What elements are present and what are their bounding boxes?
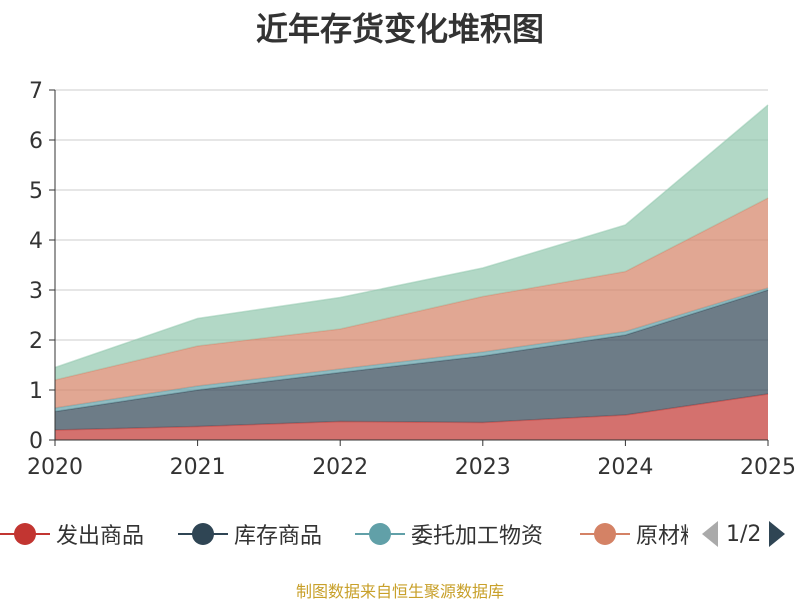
- y-tick-label: 2: [29, 329, 43, 354]
- legend-label: 原材料: [636, 524, 688, 549]
- legend-item[interactable]: 库存商品: [178, 512, 322, 556]
- legend-page-indicator: 1/2: [726, 521, 762, 547]
- legend-next-page-icon[interactable]: [767, 519, 787, 549]
- legend-marker-icon: [178, 523, 228, 545]
- legend-items: 发出商品 库存商品 委托加工物资 原材料: [0, 512, 688, 556]
- area-series-4: [55, 105, 768, 380]
- y-tick-label: 3: [29, 279, 43, 304]
- x-tick-label: 2021: [170, 455, 226, 480]
- area-series-1: [55, 290, 768, 430]
- legend-marker-icon: [0, 523, 50, 545]
- legend-item[interactable]: 原材料: [580, 512, 688, 556]
- area-series-0: [55, 394, 768, 440]
- legend-prev-page-icon[interactable]: [700, 519, 720, 549]
- y-tick-label: 4: [29, 229, 43, 254]
- area-series: [54, 104, 769, 440]
- legend-label: 发出商品: [56, 524, 145, 549]
- area-series-line-4: [54, 104, 769, 369]
- legend-label: 委托加工物资: [411, 524, 544, 549]
- x-tick-label: 2024: [597, 455, 653, 480]
- legend-item[interactable]: 发出商品: [0, 512, 144, 556]
- legend: 发出商品 库存商品 委托加工物资 原材料 1/2: [0, 512, 800, 556]
- x-tick-label: 2020: [27, 455, 83, 480]
- legend-label: 库存商品: [234, 524, 323, 549]
- legend-item[interactable]: 委托加工物资: [355, 512, 543, 556]
- area-series-3: [55, 198, 768, 408]
- x-tick-label: 2022: [312, 455, 368, 480]
- area-series-2: [55, 288, 768, 412]
- legend-marker-icon: [355, 523, 405, 545]
- stacked-area-chart: 0 1 2 3 4 5 6 7 2020 2021 2022 2023 2024 2025: [27, 79, 796, 480]
- y-tick-label: 1: [29, 379, 43, 404]
- data-source-note: 制图数据来自恒生聚源数据库: [295, 582, 504, 601]
- axes: 0 1 2 3 4 5 6 7 2020 2021 2022 2023 2024 2025: [27, 79, 796, 480]
- x-tick-label: 2023: [455, 455, 511, 480]
- y-tick-label: 0: [29, 429, 43, 454]
- legend-pager: 1/2: [700, 512, 787, 556]
- chart-title: 近年存货变化堆积图: [255, 10, 544, 48]
- legend-marker-icon: [580, 523, 630, 545]
- y-tick-label: 7: [29, 79, 43, 104]
- y-tick-label: 5: [29, 179, 43, 204]
- y-tick-label: 6: [29, 129, 43, 154]
- x-tick-label: 2025: [740, 455, 796, 480]
